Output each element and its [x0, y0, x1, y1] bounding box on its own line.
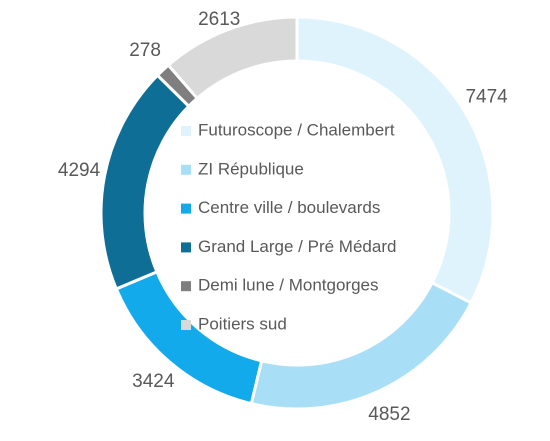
data-label: 278 — [129, 40, 161, 61]
data-label: 7474 — [465, 87, 508, 108]
legend-label: Demi lune / Montgorges — [198, 276, 378, 295]
data-label: 3424 — [132, 371, 175, 392]
data-label: 2613 — [198, 9, 240, 30]
legend-swatch — [181, 320, 191, 330]
donut-slice — [166, 15, 299, 101]
legend-swatch — [181, 281, 191, 292]
legend-label: Poitiers sud — [198, 314, 287, 333]
legend-swatch — [181, 242, 191, 253]
legend-label: Futuroscope / Chalembert — [198, 120, 395, 139]
donut-slice — [99, 73, 191, 291]
legend-swatch — [181, 126, 191, 136]
legend-label: Grand Large / Pré Médard — [198, 237, 396, 256]
donut-slice — [295, 15, 495, 305]
donut-slice — [249, 280, 474, 411]
legend-swatch — [181, 203, 191, 214]
legend-label: Centre ville / boulevards — [198, 198, 380, 217]
data-label: 4294 — [58, 160, 101, 181]
data-label: 4852 — [368, 404, 410, 425]
legend-swatch — [181, 164, 191, 175]
legend-label: ZI République — [198, 159, 304, 178]
